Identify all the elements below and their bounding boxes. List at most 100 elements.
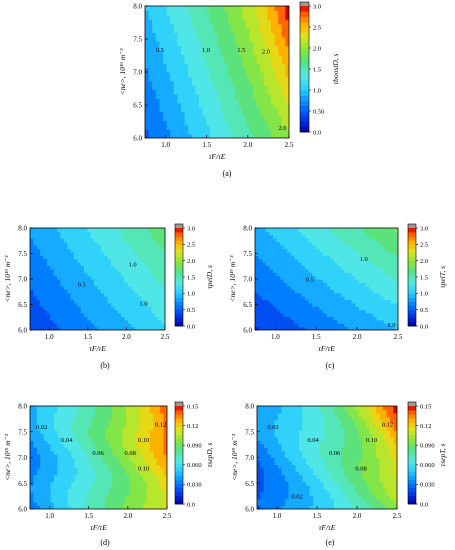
heat-cell: [105, 406, 110, 411]
heat-cell: [271, 107, 276, 113]
heat-cell: [238, 129, 243, 135]
heat-cell: [60, 272, 65, 277]
heat-cell: [170, 41, 175, 47]
heat-cell: [144, 275, 149, 280]
heat-cell: [117, 245, 122, 249]
heat-cell: [81, 447, 86, 452]
heat-cell: [149, 491, 154, 496]
heat-cell: [36, 436, 41, 441]
heat-cell: [36, 474, 41, 479]
heat-cell: [64, 460, 69, 465]
heat-cell: [158, 299, 163, 304]
heat-cell: [91, 498, 96, 503]
heat-cell: [132, 433, 137, 438]
heat-cell: [115, 419, 120, 424]
heat-cell: [139, 491, 144, 496]
heat-cell: [202, 89, 207, 95]
heat-cell: [166, 85, 171, 91]
heat-cell: [344, 323, 349, 328]
heat-cell: [213, 80, 218, 86]
heat-cell: [260, 10, 265, 16]
heat-cell: [87, 313, 92, 317]
heat-cell: [57, 471, 62, 476]
heat-cell: [67, 406, 72, 411]
heat-cell: [265, 262, 270, 266]
heat-cell: [290, 326, 295, 330]
heat-cell: [235, 28, 240, 33]
heat-cell: [245, 14, 250, 20]
heat-cell: [84, 433, 89, 438]
heat-cell: [271, 124, 276, 130]
heat-cell: [101, 430, 106, 435]
heat-cell: [77, 467, 82, 472]
heat-cell: [227, 19, 232, 25]
heat-cell: [301, 323, 306, 328]
heat-cell: [238, 23, 243, 29]
heat-cell: [138, 262, 142, 266]
heat-cell: [148, 316, 153, 321]
heat-cell: [57, 481, 62, 486]
heat-cell: [184, 45, 189, 51]
heat-cell: [199, 28, 204, 33]
heat-cell: [253, 54, 258, 60]
heat-cell: [202, 85, 207, 91]
heat-cell: [40, 412, 45, 417]
heat-cell: [262, 262, 267, 266]
heat-cell: [188, 72, 193, 77]
heat-cell: [155, 80, 160, 86]
heat-cell: [269, 316, 274, 321]
heat-cell: [125, 447, 130, 452]
heat-cell: [278, 6, 283, 11]
heat-cell: [136, 464, 141, 469]
heat-cell: [152, 133, 157, 138]
heat-cell: [30, 412, 35, 417]
heat-cell: [153, 484, 158, 489]
heat-cell: [297, 279, 303, 283]
heat-cell: [71, 436, 76, 441]
heat-cell: [40, 406, 45, 411]
heat-cell: [108, 471, 113, 476]
heat-cell: [276, 306, 281, 311]
heat-cell: [206, 63, 211, 69]
heat-cell: [281, 45, 286, 51]
heat-cell: [262, 323, 267, 328]
heat-cell: [148, 238, 153, 243]
heat-cell: [256, 107, 261, 113]
heat-cell: [148, 102, 153, 108]
heat-cell: [260, 41, 265, 47]
heat-cell: [115, 406, 120, 411]
heat-cell: [148, 326, 153, 330]
heat-cell: [274, 120, 279, 126]
heat-cell: [184, 67, 189, 73]
heat-cell: [81, 443, 86, 448]
heat-cell: [158, 265, 163, 270]
heat-cell: [191, 98, 196, 104]
heat-cell: [94, 296, 99, 300]
heat-cell: [156, 474, 161, 479]
heat-cell: [274, 63, 279, 69]
x-axis-label: τF/τE: [209, 152, 226, 161]
heat-cell: [209, 58, 214, 64]
heat-cell: [231, 111, 236, 117]
heat-cell: [209, 98, 214, 104]
heat-cell: [70, 248, 75, 253]
heat-cell: [160, 498, 165, 503]
heat-cell: [144, 258, 149, 263]
heat-cell: [104, 258, 109, 263]
heat-cell: [111, 251, 115, 256]
heat-cell: [81, 481, 86, 486]
heat-cell: [131, 251, 136, 256]
heat-cell: [87, 268, 92, 273]
heat-cell: [235, 45, 240, 51]
heat-cell: [322, 238, 328, 243]
heat-cell: [50, 423, 55, 428]
heat-cell: [88, 471, 93, 476]
heat-cell: [224, 76, 229, 82]
heat-cell: [163, 447, 167, 452]
heat-cell: [255, 279, 260, 283]
heat-cell: [308, 323, 313, 328]
heat-cell: [43, 285, 48, 290]
heat-cell: [50, 498, 55, 503]
heat-cell: [272, 309, 278, 314]
